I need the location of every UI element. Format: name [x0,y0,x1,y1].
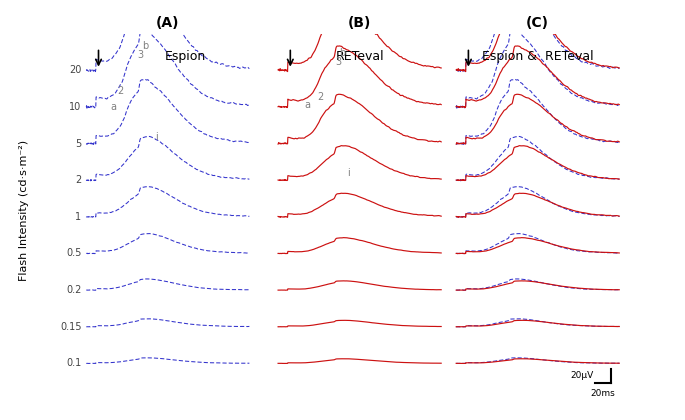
Text: 0.1: 0.1 [66,358,82,368]
Text: (C): (C) [526,16,549,30]
Text: a: a [111,102,116,112]
Text: i: i [155,132,158,142]
Text: a: a [304,100,310,110]
Text: 2: 2 [117,87,123,97]
Text: Flash Intensity (cd·s·m⁻²): Flash Intensity (cd·s·m⁻²) [19,139,29,281]
Text: (A): (A) [156,16,179,30]
Text: 3: 3 [138,50,144,60]
Text: 3: 3 [335,57,341,67]
Text: 2: 2 [317,92,323,102]
Text: b: b [339,48,345,58]
Text: RETeval: RETeval [336,50,384,63]
Text: 20: 20 [69,65,82,75]
Text: i: i [347,168,350,178]
Text: b: b [142,41,148,51]
Text: 0.5: 0.5 [66,249,82,258]
Text: 1: 1 [75,212,82,222]
Text: 0.2: 0.2 [66,285,82,295]
Text: Espion &  RETeval: Espion & RETeval [482,50,593,63]
Text: 10: 10 [69,102,82,112]
Text: Espion: Espion [164,50,206,63]
Text: (B): (B) [348,16,371,30]
Text: 20ms: 20ms [590,389,615,398]
Text: 5: 5 [75,139,82,149]
Text: 20μV: 20μV [570,371,593,380]
Text: 2: 2 [75,175,82,185]
Text: 0.15: 0.15 [60,322,82,332]
